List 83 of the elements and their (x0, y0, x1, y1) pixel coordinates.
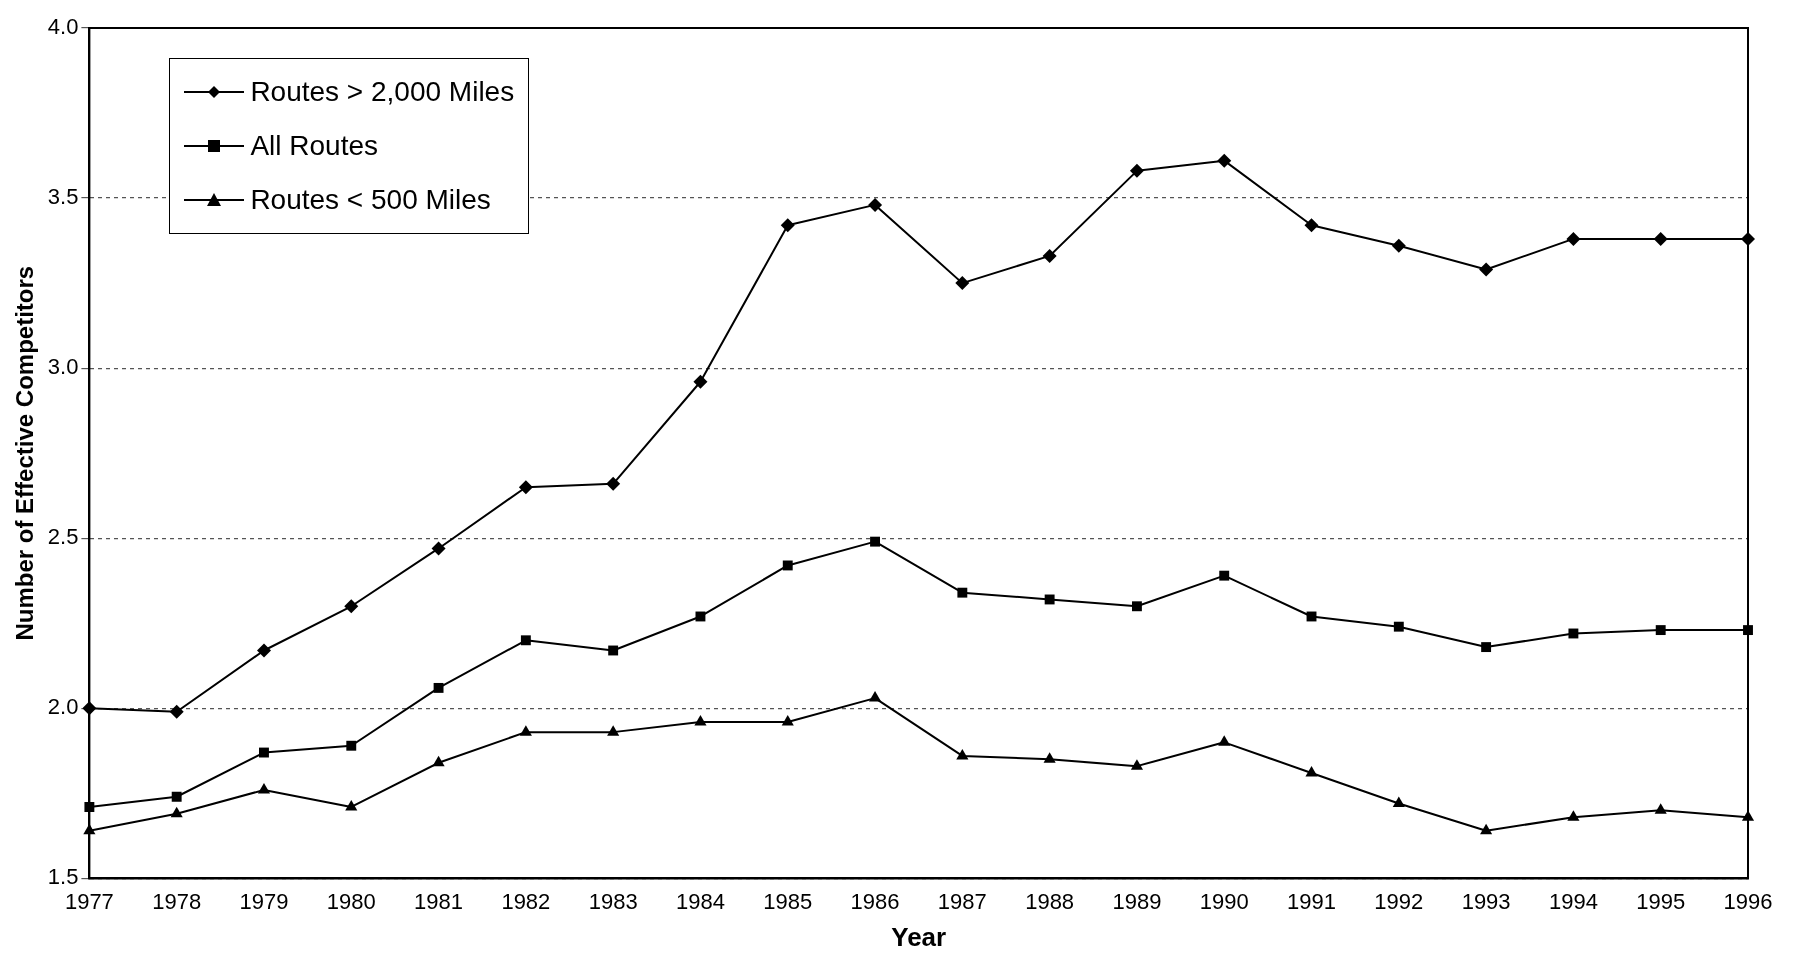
y-tick-label: 3.5 (47, 184, 79, 210)
point (1655, 625, 1666, 636)
point (1305, 765, 1318, 777)
point (957, 587, 968, 598)
point (607, 725, 620, 736)
point (259, 747, 269, 758)
point (1130, 759, 1143, 770)
x-tick-label: 1983 (588, 888, 638, 914)
point (1481, 642, 1492, 653)
point (1219, 570, 1230, 581)
point (257, 782, 271, 794)
point (1044, 594, 1055, 605)
legend-label: All Routes (250, 129, 378, 163)
point (956, 748, 969, 760)
x-tick-label: 1986 (850, 888, 900, 914)
x-tick-label: 1985 (763, 888, 813, 914)
x-tick-label: 1982 (501, 888, 551, 914)
x-tick-label: 1978 (152, 888, 202, 914)
x-tick-label: 1994 (1548, 888, 1598, 914)
x-tick-label: 1981 (414, 888, 464, 914)
point (1480, 823, 1493, 835)
point (346, 740, 357, 751)
legend-label: Routes < 500 Miles (250, 183, 491, 217)
point (1479, 262, 1494, 277)
y-tick-label: 4.0 (47, 14, 79, 40)
point (1131, 601, 1142, 612)
point (432, 755, 445, 767)
point (1392, 796, 1405, 808)
x-tick-label: 1989 (1112, 888, 1162, 914)
x-tick-label: 1993 (1461, 888, 1511, 914)
y-tick-label: 1.5 (47, 864, 79, 890)
x-tick-label: 1995 (1636, 888, 1686, 914)
point (608, 645, 619, 656)
point (693, 374, 708, 389)
point (694, 714, 707, 726)
point (782, 560, 793, 571)
point (868, 197, 883, 212)
point (1129, 163, 1144, 178)
x-tick-label: 1992 (1374, 888, 1424, 914)
point (1654, 803, 1667, 814)
point (606, 476, 621, 491)
point (870, 536, 880, 547)
x-tick-label: 1990 (1199, 888, 1249, 914)
point (433, 682, 444, 693)
point (1393, 621, 1404, 632)
x-tick-label: 1984 (675, 888, 725, 914)
y-tick-label: 2.0 (47, 694, 79, 720)
point (169, 704, 184, 719)
y-tick-label: 2.5 (47, 524, 79, 550)
point (256, 643, 271, 658)
point (519, 725, 532, 736)
point (781, 714, 794, 726)
point (1568, 628, 1579, 639)
point (1567, 810, 1580, 821)
x-tick-label: 1987 (937, 888, 987, 914)
x-tick-label: 1996 (1723, 888, 1773, 914)
point (1218, 735, 1231, 746)
y-tick-label: 3.0 (47, 354, 79, 380)
point (1653, 231, 1668, 246)
point (868, 691, 882, 702)
x-tick-label: 1991 (1287, 888, 1336, 914)
point (1042, 248, 1057, 263)
point (1566, 231, 1581, 246)
point (518, 480, 533, 495)
point (344, 599, 359, 614)
point (520, 635, 531, 646)
point (1217, 153, 1232, 168)
point (1043, 752, 1056, 763)
x-tick-label: 1979 (239, 888, 289, 914)
x-tick-label: 1977 (64, 888, 114, 914)
y-axis-title: Number of Effective Competitors (11, 265, 39, 641)
point (1304, 218, 1319, 233)
point (1391, 238, 1406, 253)
x-tick-label: 1988 (1025, 888, 1075, 914)
point (345, 799, 358, 811)
point (170, 806, 183, 818)
legend-label: Routes > 2,000 Miles (250, 75, 515, 109)
x-tick-label: 1980 (326, 888, 376, 914)
point (171, 791, 182, 802)
point (431, 541, 446, 556)
point (780, 218, 795, 233)
point (955, 276, 970, 291)
x-axis-title: Year (891, 921, 947, 952)
